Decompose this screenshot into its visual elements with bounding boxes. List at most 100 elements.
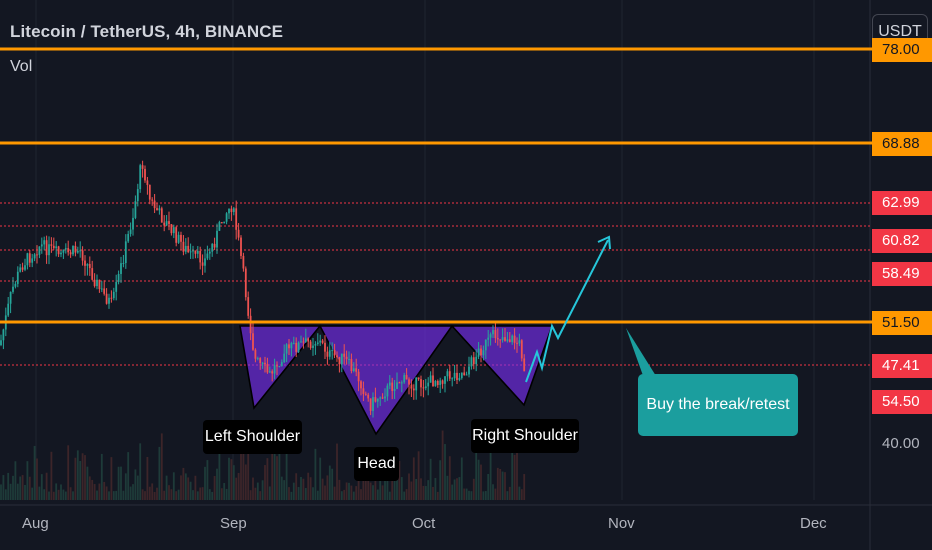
volume-bar-5 [12,475,14,500]
volume-bar-137 [328,465,331,500]
candle-body-218 [523,358,526,372]
candle-body-76 [182,241,185,252]
candle-body-24 [57,246,60,255]
volume-bar-108 [259,491,262,500]
candle-body-12 [28,253,31,263]
volume-bar-146 [350,485,353,500]
volume-bar-83 [199,487,202,500]
volume-bar-60 [144,491,146,500]
volume-bar-12 [28,476,31,500]
candle-body-79 [189,251,192,253]
volume-bar-121 [290,491,293,500]
volume-bar-218 [523,474,526,500]
candle-body-88 [211,243,214,252]
candle-body-17 [40,244,43,247]
candle-body-94 [225,213,228,222]
volume-bar-126 [302,478,305,500]
candle-body-126 [302,341,305,343]
volume-bar-71 [170,489,173,500]
volume-bar-7 [16,483,19,500]
candle-body-186 [446,371,449,377]
candle-body-14 [33,254,36,259]
volume-bar-93 [223,483,226,500]
volume-bar-62 [148,486,151,500]
candle-body-141 [338,357,341,365]
volume-bar-123 [295,473,298,500]
candle-body-89 [213,243,216,248]
volume-bar-54 [129,486,132,500]
candle-body-16 [38,246,41,255]
right-shoulder-label[interactable]: Right Shoulder [471,419,579,453]
candle-body-11 [26,253,29,266]
volume-bar-215 [516,441,518,500]
candle-body-212 [508,339,511,343]
candle-body-204 [489,334,492,338]
candle-body-127 [304,338,307,343]
candle-body-165 [396,382,398,389]
left-shoulder-label[interactable]: Left Shoulder [203,420,302,454]
candle-body-81 [194,250,197,254]
projection-arrow[interactable] [525,235,611,383]
volume-bar-214 [513,454,516,500]
candle-body-198 [475,356,478,365]
candle-body-102 [244,268,247,298]
volume-bar-208 [499,468,502,500]
candle-body-23 [55,246,58,249]
candle-body-105 [252,333,254,350]
candle-body-78 [187,245,190,253]
volume-bar-95 [228,457,230,500]
volume-bar-18 [43,489,46,500]
candle-body-168 [403,375,406,383]
volume-bar-212 [508,486,511,500]
candle-body-108 [259,358,262,363]
candle-body-57 [136,189,139,202]
candle-body-203 [487,337,490,340]
volume-bar-180 [432,486,434,500]
volume-bar-102 [244,464,247,500]
candle-body-181 [434,380,437,387]
volume-bar-9 [21,475,24,500]
candle-body-44 [105,293,108,304]
volume-bar-210 [504,472,506,500]
candle-body-191 [458,377,461,380]
candlesticks [0,160,526,418]
candle-body-54 [129,229,132,234]
candle-body-6 [14,283,17,287]
volume-bar-130 [312,487,314,500]
resistance-lines[interactable] [0,47,932,324]
candle-body-195 [468,366,470,375]
candle-body-55 [132,217,134,230]
volume-bar-47 [112,491,115,500]
volume-bar-39 [93,484,96,500]
candle-body-171 [410,384,413,389]
candle-body-9 [21,267,24,270]
candle-body-157 [376,398,379,402]
volume-bar-140 [336,443,338,500]
candle-body-138 [331,350,334,352]
volume-bar-159 [381,485,384,500]
volume-indicator-label[interactable]: Vol [10,58,33,75]
volume-bar-198 [475,435,478,500]
price-label-51-50: 51.50 [872,311,932,335]
head-label[interactable]: Head [354,447,399,481]
volume-bar-30 [72,491,74,500]
volume-bar-197 [472,478,475,500]
candle-body-103 [247,297,250,316]
candle-body-211 [506,339,509,341]
candle-body-172 [412,388,415,391]
volume-bar-175 [420,478,422,500]
volume-bar-171 [410,481,413,500]
candle-body-112 [268,371,271,373]
volume-bar-135 [324,485,326,500]
buy-note-callout[interactable]: Buy the break/retest [638,374,798,436]
volume-bar-127 [304,488,307,500]
volume-bar-201 [482,491,485,500]
head-and-shoulders-pattern[interactable] [239,324,554,436]
volume-bar-169 [405,489,408,500]
candle-body-142 [340,353,343,365]
candle-body-145 [348,358,350,360]
volume-bar-80 [192,490,194,500]
volume-bar-27 [64,491,67,500]
candle-body-216 [518,340,521,344]
